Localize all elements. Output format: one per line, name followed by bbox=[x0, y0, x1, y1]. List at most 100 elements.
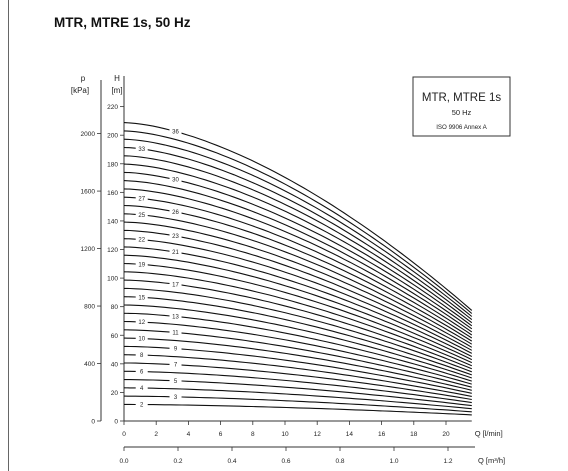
q-m3h-axis-tick-label: 1.2 bbox=[443, 458, 452, 465]
curve-27-stages bbox=[123, 196, 473, 339]
h-axis-tick-label: 200 bbox=[107, 133, 118, 140]
curve-22-stages bbox=[123, 238, 473, 354]
curve-15-stages bbox=[123, 296, 472, 376]
h-axis-tick-label: 40 bbox=[111, 361, 119, 368]
curve-24-stages bbox=[123, 221, 473, 348]
curve-label-33: 33 bbox=[138, 147, 145, 153]
legend-box-standard: ISO 9906 Annex A bbox=[436, 124, 487, 131]
curve-label-7: 7 bbox=[174, 363, 178, 369]
p-axis-tick-label: 2000 bbox=[81, 131, 96, 138]
curve-label-bg bbox=[135, 259, 148, 268]
q-axis-tick-label: 12 bbox=[314, 431, 322, 438]
h-axis-label: H bbox=[114, 74, 120, 83]
curve-6-stages bbox=[124, 370, 472, 404]
curve-label-bg bbox=[135, 193, 148, 202]
p-axis-tick-label: 1200 bbox=[81, 246, 96, 253]
curve-label-3: 3 bbox=[174, 395, 178, 401]
q-m3h-axis-tick-label: 0.8 bbox=[335, 458, 344, 465]
curve-label-2: 2 bbox=[140, 403, 144, 409]
p-axis-tick-label: 800 bbox=[84, 304, 95, 311]
curve-label-13: 13 bbox=[172, 314, 179, 320]
curve-label-25: 25 bbox=[138, 213, 145, 219]
q-m3h-axis-tick-label: 0.4 bbox=[227, 458, 236, 465]
p-axis-tick-label: 0 bbox=[91, 419, 95, 426]
h-axis-tick-label: 20 bbox=[111, 390, 119, 397]
p-axis-unit: [kPa] bbox=[71, 86, 89, 95]
curve-14-stages bbox=[123, 304, 472, 379]
curve-18-stages bbox=[123, 271, 473, 367]
h-axis-tick-label: 160 bbox=[107, 190, 118, 197]
curve-32-stages bbox=[123, 155, 473, 324]
curve-5-stages bbox=[124, 379, 472, 407]
q-axis-tick-label: 16 bbox=[378, 431, 386, 438]
h-axis-tick-label: 120 bbox=[107, 247, 118, 254]
legend-box bbox=[412, 76, 511, 137]
curve-label-bg bbox=[169, 231, 182, 240]
curve-label-12: 12 bbox=[138, 320, 145, 326]
q-axis-tick-label: 20 bbox=[442, 431, 450, 438]
curve-36-stages bbox=[123, 122, 473, 311]
q-axis-tick-label: 2 bbox=[154, 431, 158, 438]
curve-10-stages bbox=[123, 337, 472, 391]
curve-34-stages bbox=[123, 138, 473, 317]
curve-label-22: 22 bbox=[138, 238, 145, 244]
curve-label-bg bbox=[169, 279, 182, 288]
curve-35-stages bbox=[123, 130, 473, 314]
q-axis-unit: Q [l/min] bbox=[475, 429, 503, 438]
curve-label-30: 30 bbox=[172, 178, 179, 184]
q-axis-tick-label: 4 bbox=[187, 431, 191, 438]
curve-9-stages bbox=[123, 345, 472, 394]
q-axis-tick-label: 14 bbox=[346, 431, 354, 438]
curve-label-bg bbox=[135, 210, 148, 219]
curve-label-bg bbox=[135, 317, 148, 326]
curve-label-21: 21 bbox=[172, 250, 179, 256]
curve-label-bg bbox=[135, 235, 148, 244]
curve-label-27: 27 bbox=[138, 196, 145, 202]
q-m3h-axis-unit: Q [m³/h] bbox=[478, 456, 505, 465]
q-m3h-axis-tick-label: 0.0 bbox=[119, 458, 128, 465]
q-m3h-axis-tick-label: 1.0 bbox=[389, 458, 398, 465]
curve-4-stages bbox=[123, 387, 472, 410]
h-axis-tick-label: 60 bbox=[111, 333, 119, 340]
window-left-border bbox=[8, 0, 9, 471]
curve-21-stages bbox=[123, 246, 473, 357]
p-axis-tick-label: 400 bbox=[84, 361, 95, 368]
curve-label-bg bbox=[135, 350, 148, 359]
legend-box-frequency: 50 Hz bbox=[452, 108, 472, 117]
curve-label-bg bbox=[135, 400, 148, 409]
curve-label-bg bbox=[169, 247, 182, 256]
legend-box-title: MTR, MTRE 1s bbox=[422, 92, 501, 104]
curve-label-17: 17 bbox=[172, 282, 179, 288]
curve-label-26: 26 bbox=[172, 210, 179, 216]
curve-label-15: 15 bbox=[138, 295, 145, 301]
curve-label-bg bbox=[169, 328, 182, 337]
p-axis-label: p bbox=[81, 74, 86, 83]
q-m3h-axis-tick-label: 0.6 bbox=[281, 458, 290, 465]
curve-label-bg bbox=[169, 392, 182, 401]
curve-12-stages bbox=[123, 320, 472, 385]
curve-label-bg bbox=[135, 334, 148, 343]
curve-2-stages bbox=[124, 403, 472, 416]
p-axis-tick-label: 1600 bbox=[81, 189, 96, 196]
h-axis-tick-label: 180 bbox=[107, 161, 118, 168]
curve-33-stages bbox=[123, 146, 473, 321]
curve-label-9: 9 bbox=[174, 347, 178, 353]
curve-19-stages bbox=[123, 262, 473, 364]
curve-label-5: 5 bbox=[174, 379, 178, 385]
h-axis-tick-label: 140 bbox=[107, 218, 118, 225]
q-axis-tick-label: 10 bbox=[281, 431, 289, 438]
h-axis-tick-label: 80 bbox=[111, 304, 119, 311]
curve-label-36: 36 bbox=[172, 129, 179, 135]
curve-31-stages bbox=[123, 163, 473, 327]
curve-16-stages bbox=[123, 287, 472, 373]
curve-label-bg bbox=[169, 360, 182, 369]
curve-30-stages bbox=[123, 171, 473, 330]
page-title: MTR, MTRE 1s, 50 Hz bbox=[54, 15, 191, 30]
curve-11-stages bbox=[123, 329, 472, 388]
curve-label-8: 8 bbox=[140, 353, 144, 359]
h-axis-tick-label: 0 bbox=[114, 419, 118, 426]
h-axis-tick-label: 100 bbox=[107, 276, 118, 283]
curve-23-stages bbox=[123, 229, 473, 351]
curve-label-bg bbox=[169, 311, 182, 320]
